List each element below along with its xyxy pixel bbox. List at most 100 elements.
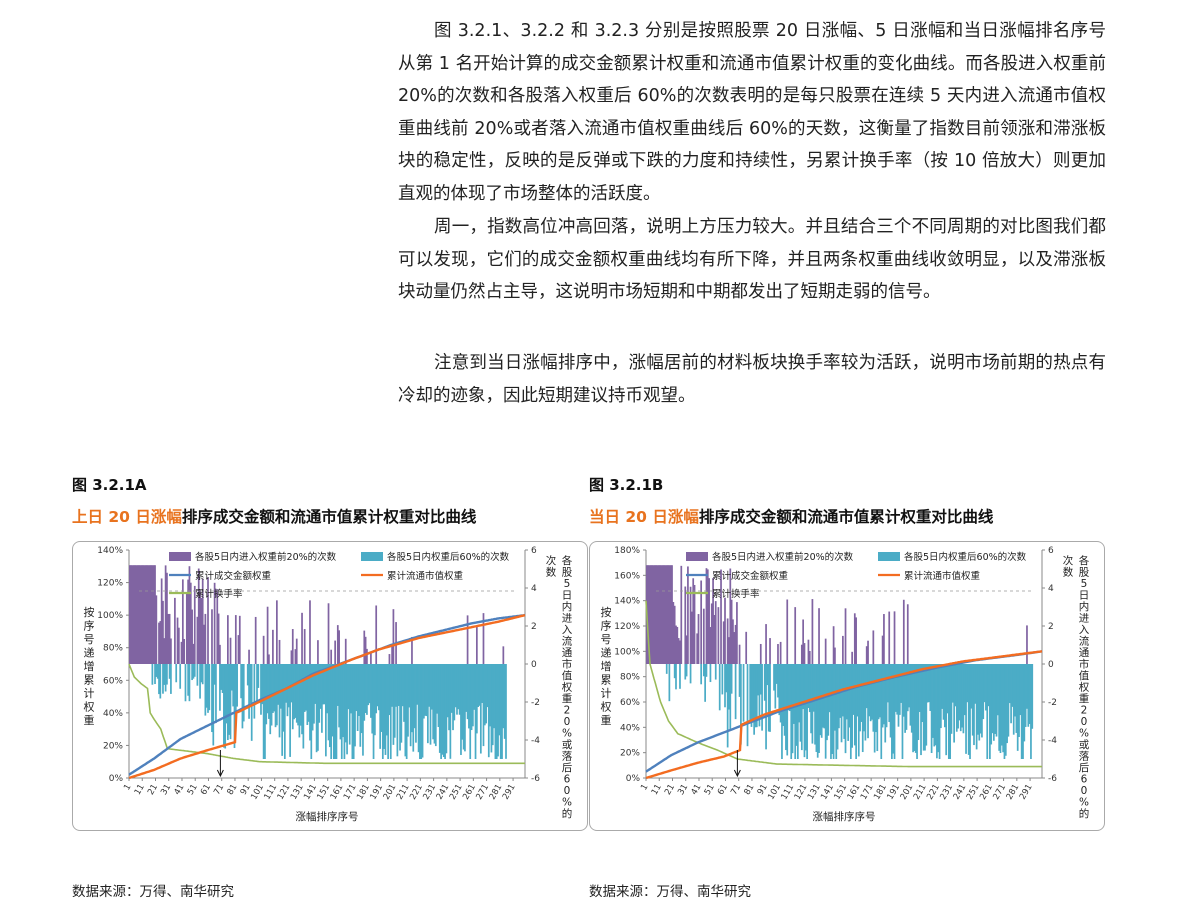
x-tick-label: 261: [978, 783, 995, 802]
negative-count-bar: [900, 664, 903, 703]
legend-marketcap-label: 累计流通市值权重: [387, 570, 464, 582]
negative-count-bar: [855, 664, 857, 759]
x-tick-label: 291: [501, 783, 518, 802]
left-axis-title-char: 号: [84, 633, 95, 646]
negative-count-bar: [1000, 664, 1003, 746]
negative-count-bar: [983, 664, 986, 703]
negative-count-bar: [932, 664, 934, 738]
x-tick-label: 1: [639, 783, 650, 793]
negative-count-bar: [309, 664, 311, 741]
negative-count-bar: [446, 664, 449, 718]
negative-count-bar: [187, 664, 189, 696]
positive-count-bar: [706, 569, 709, 664]
negative-count-bar: [325, 664, 327, 757]
negative-count-bar: [295, 664, 298, 723]
chart-a: 0% 20% 40% 60% 80% 100% 120% 140% -6 -4 -2 0 2 4 6 各股5日…: [72, 541, 588, 831]
y-tick-label: 0%: [109, 774, 124, 784]
left-axis-title-char: 增: [601, 659, 612, 673]
negative-count-bar: [249, 664, 252, 704]
negative-count-bar: [450, 664, 453, 713]
negative-count-bar: [482, 664, 485, 747]
positive-count-bar: [204, 613, 207, 664]
negative-count-bar: [872, 664, 875, 732]
negative-count-bar: [714, 664, 717, 680]
right-axis-title-char: 重: [562, 692, 573, 705]
negative-count-bar: [763, 664, 766, 701]
positive-count-bar: [338, 630, 340, 664]
right-axis-title-char: 权: [1079, 681, 1090, 694]
positive-count-bar: [370, 651, 372, 664]
x-tick-label: 91: [239, 783, 253, 797]
x-tick-label: 161: [846, 783, 863, 802]
x-tick-label: 241: [952, 783, 969, 802]
y-tick-label: 120%: [97, 579, 123, 589]
paragraph-3: 注意到当日涨幅排序中，涨幅居前的材料板块换手率较为活跃，说明市场前期的热点有冷却…: [398, 353, 1106, 406]
x-tick-label: 241: [435, 783, 452, 802]
negative-count-bar: [863, 664, 865, 732]
positive-count-bar: [334, 640, 337, 664]
negative-count-bar: [232, 664, 235, 707]
negative-count-bar: [479, 664, 482, 754]
negative-count-bar: [945, 664, 948, 756]
positive-count-bar: [655, 565, 657, 664]
positive-count-bar: [733, 632, 736, 664]
negative-count-bar: [322, 664, 325, 705]
negative-count-bar: [384, 664, 387, 755]
negative-count-bar: [374, 664, 376, 736]
positive-count-bar: [660, 565, 663, 664]
negative-count-bar: [306, 664, 309, 725]
negative-count-bar: [974, 664, 977, 704]
negative-count-bar: [759, 664, 762, 695]
positive-count-bar: [800, 644, 803, 664]
negative-count-bar: [902, 664, 905, 717]
negative-count-bar: [287, 664, 290, 708]
negative-count-bar: [256, 664, 258, 702]
negative-count-bar: [164, 664, 167, 692]
x-tick-label: 161: [329, 783, 346, 802]
right-axis-title-char: 0: [1081, 716, 1088, 728]
negative-count-bar: [465, 664, 468, 712]
x-tick-label: 271: [474, 783, 491, 802]
negative-count-bar: [1022, 664, 1024, 759]
negative-count-bar: [916, 664, 918, 759]
negative-count-bar: [843, 664, 846, 739]
x-tick-label: 41: [173, 783, 187, 797]
left-axis-title-char: 序: [601, 619, 612, 633]
y-tick-label: 60%: [620, 698, 640, 708]
positive-count-bar: [135, 565, 138, 664]
negative-count-bar: [930, 664, 933, 754]
negative-count-bar: [396, 664, 399, 757]
negative-count-bar: [929, 664, 932, 711]
positive-count-bar: [388, 654, 391, 664]
negative-count-bar: [685, 664, 688, 677]
negative-count-bar: [301, 664, 303, 735]
positive-count-bar: [227, 615, 229, 664]
positive-count-bar: [738, 644, 741, 664]
negative-count-bar: [456, 664, 458, 715]
right-axis-title-char: 6: [564, 774, 571, 786]
negative-count-bar: [726, 664, 729, 748]
x-tick-label: 141: [819, 783, 836, 802]
negative-count-bar: [803, 664, 806, 758]
positive-count-bar: [162, 600, 164, 664]
left-axis-title-char: 按: [84, 605, 95, 619]
negative-count-bar: [336, 664, 339, 706]
positive-count-bar: [697, 614, 700, 664]
left-axis-title-char: 累: [84, 674, 95, 687]
positive-count-bar: [189, 582, 192, 664]
negative-count-bar: [914, 664, 917, 753]
negative-count-bar: [800, 664, 803, 751]
negative-count-bar: [383, 664, 386, 749]
negative-count-bar: [338, 664, 340, 728]
negative-count-bar: [448, 664, 450, 731]
positive-count-bar: [159, 621, 162, 664]
negative-count-bar: [879, 664, 881, 718]
negative-count-bar: [487, 664, 490, 758]
positive-count-bar: [237, 635, 240, 664]
negative-count-bar: [897, 664, 900, 727]
negative-count-bar: [725, 664, 728, 693]
legend-amount-label: 累计成交金额权重: [195, 570, 272, 582]
negative-count-bar: [789, 664, 791, 712]
negative-count-bar: [774, 664, 777, 709]
negative-count-bar: [851, 664, 854, 748]
